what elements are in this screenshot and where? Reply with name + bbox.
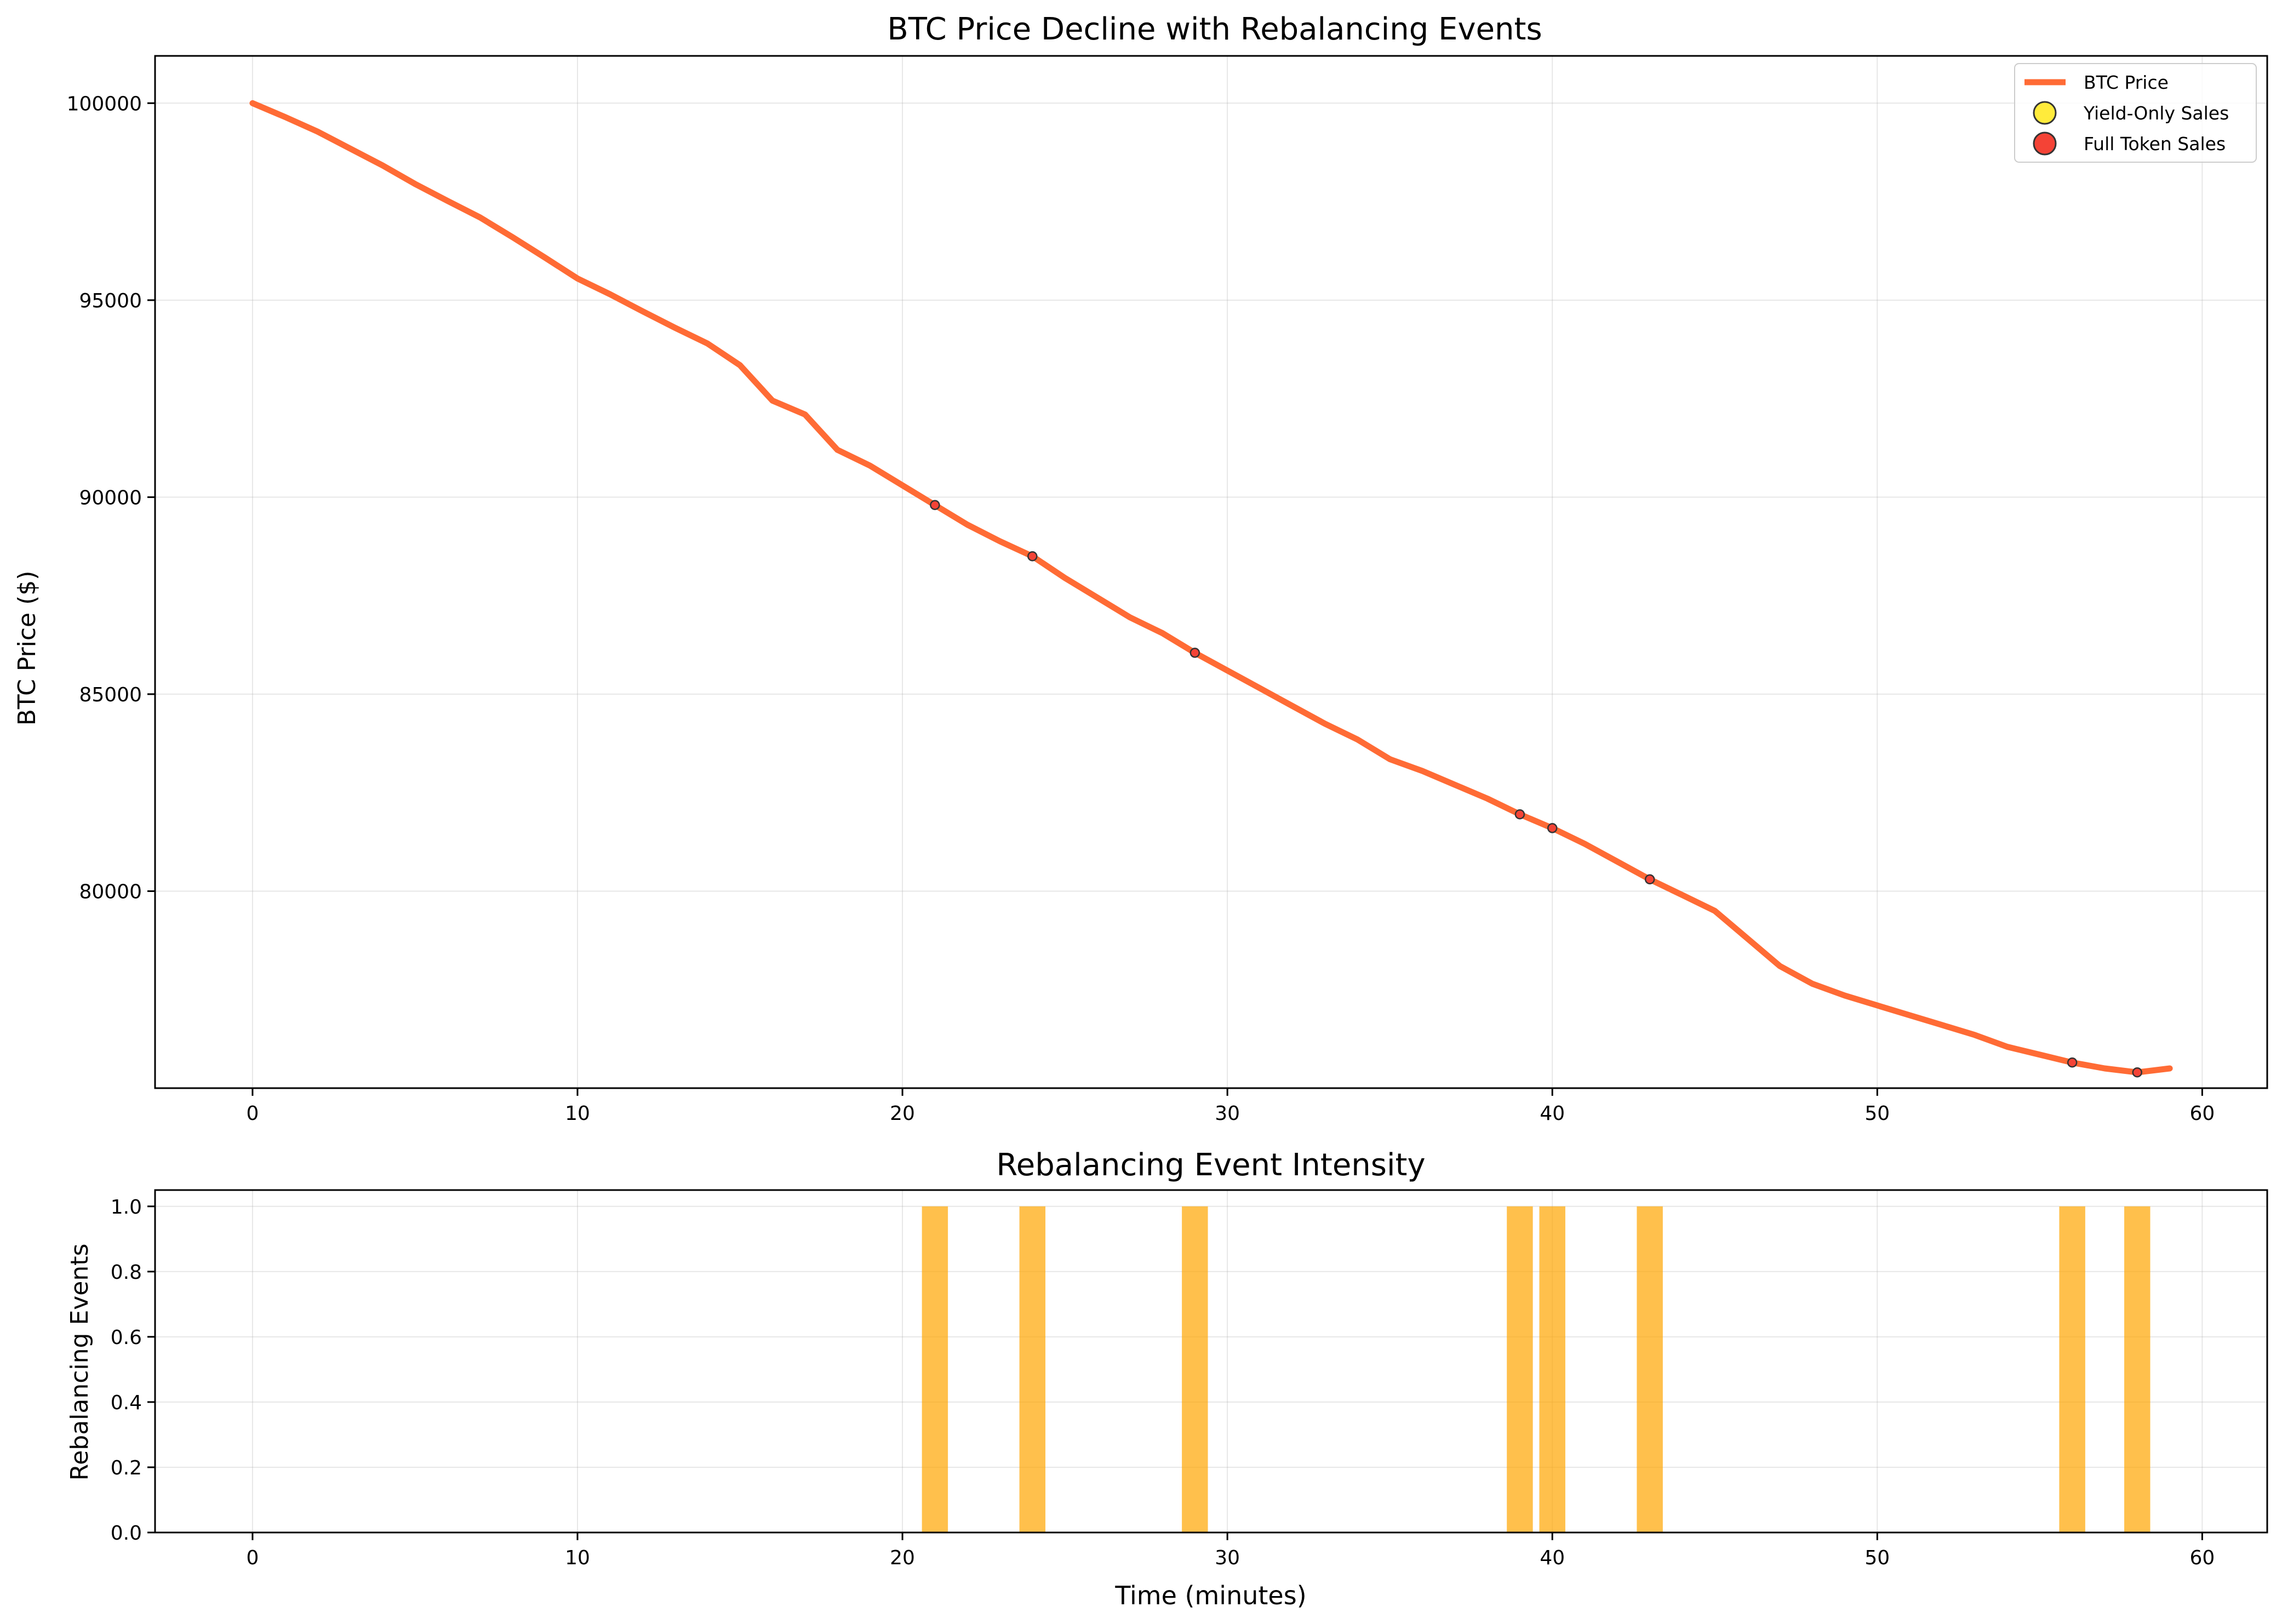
legend-marker-yield-only bbox=[2033, 101, 2057, 125]
intensity-chart: Rebalancing Event Intensity 0 10 20 30 40 50 6… bbox=[66, 1147, 2268, 1610]
intensity-chart-title: Rebalancing Event Intensity bbox=[996, 1147, 1425, 1183]
price-grid bbox=[155, 56, 2267, 1088]
rebalancing-event-bar bbox=[1539, 1206, 1565, 1532]
rebalancing-event-bar bbox=[922, 1206, 948, 1532]
price-axes-frame bbox=[154, 55, 2268, 1089]
price-x-tick-label: 40 bbox=[1540, 1102, 1565, 1125]
price-y-tick-label: 90000 bbox=[79, 487, 142, 509]
intensity-x-tick-label: 30 bbox=[1215, 1547, 1240, 1569]
intensity-x-tick-label: 20 bbox=[890, 1547, 915, 1569]
price-x-tick-label: 10 bbox=[565, 1102, 590, 1125]
rebalancing-event-bar bbox=[2059, 1206, 2085, 1532]
intensity-y-tick-label: 0.6 bbox=[111, 1326, 142, 1349]
legend-marker-full-token bbox=[2033, 131, 2057, 156]
intensity-x-tick-label: 60 bbox=[2189, 1547, 2215, 1569]
legend-label-btc-price: BTC Price bbox=[2084, 72, 2169, 93]
intensity-y-tick-label: 0.8 bbox=[111, 1261, 142, 1284]
price-x-tick-label: 50 bbox=[1865, 1102, 1890, 1125]
price-chart-title: BTC Price Decline with Rebalancing Event… bbox=[887, 12, 1542, 47]
price-plot-area bbox=[249, 100, 2173, 1078]
price-chart: BTC Price Decline with Rebalancing Event… bbox=[13, 12, 2268, 1125]
legend-label-full-token: Full Token Sales bbox=[2084, 133, 2226, 155]
btc-price-line bbox=[249, 100, 2173, 1076]
legend-box bbox=[2014, 63, 2257, 163]
intensity-y-tick-label: 1.0 bbox=[111, 1196, 142, 1219]
price-y-axis-label: BTC Price ($) bbox=[13, 571, 41, 726]
full-token-sale-marker bbox=[1644, 874, 1655, 885]
rebalancing-event-bar bbox=[1637, 1206, 1663, 1532]
rebalancing-event-bar bbox=[1507, 1206, 1533, 1532]
intensity-x-tick-label: 50 bbox=[1865, 1547, 1890, 1569]
intensity-x-ticks: 0 10 20 30 40 50 60 bbox=[246, 1532, 2215, 1569]
full-token-sale-marker bbox=[1027, 551, 1038, 562]
intensity-y-axis-label: Rebalancing Events bbox=[66, 1244, 94, 1481]
intensity-y-tick-label: 0.2 bbox=[111, 1457, 142, 1479]
price-y-tick-label: 80000 bbox=[79, 880, 142, 903]
intensity-y-ticks: 0.0 0.2 0.4 0.6 0.8 1.0 bbox=[111, 1196, 155, 1545]
intensity-x-tick-label: 40 bbox=[1540, 1547, 1565, 1569]
price-y-tick-label: 100000 bbox=[67, 93, 142, 115]
full-token-sale-marker bbox=[2132, 1067, 2143, 1078]
price-x-tick-label: 30 bbox=[1215, 1102, 1240, 1125]
intensity-axes-frame bbox=[154, 1189, 2268, 1534]
full-token-sale-marker bbox=[1547, 823, 1558, 833]
price-x-tick-label: 60 bbox=[2189, 1102, 2215, 1125]
full-token-sale-marker bbox=[1189, 648, 1200, 658]
intensity-plot-area bbox=[922, 1206, 2151, 1532]
intensity-y-tick-label: 0.0 bbox=[111, 1522, 142, 1545]
intensity-x-tick-label: 0 bbox=[246, 1547, 259, 1569]
full-token-sale-marker bbox=[2067, 1057, 2078, 1068]
price-x-ticks: 0 10 20 30 40 50 60 bbox=[246, 1088, 2215, 1125]
price-y-tick-label: 95000 bbox=[79, 290, 142, 312]
rebalancing-event-bar bbox=[1019, 1206, 1046, 1532]
price-x-tick-label: 20 bbox=[890, 1102, 915, 1125]
price-y-tick-label: 85000 bbox=[79, 684, 142, 706]
price-y-ticks: 80000 85000 90000 95000 100000 bbox=[67, 93, 155, 903]
intensity-x-axis-label: Time (minutes) bbox=[1114, 1581, 1306, 1610]
price-legend: BTC Price Yield-Only Sales Full Token Sa… bbox=[2014, 63, 2257, 163]
full-token-sale-marker bbox=[930, 500, 940, 511]
price-x-tick-label: 0 bbox=[246, 1102, 259, 1125]
full-token-sale-marker bbox=[1514, 809, 1525, 820]
intensity-x-tick-label: 10 bbox=[565, 1547, 590, 1569]
rebalancing-event-bar bbox=[2124, 1206, 2151, 1532]
legend-label-yield-only: Yield-Only Sales bbox=[2083, 102, 2229, 124]
intensity-y-tick-label: 0.4 bbox=[111, 1392, 142, 1414]
rebalancing-event-bar bbox=[1182, 1206, 1208, 1532]
